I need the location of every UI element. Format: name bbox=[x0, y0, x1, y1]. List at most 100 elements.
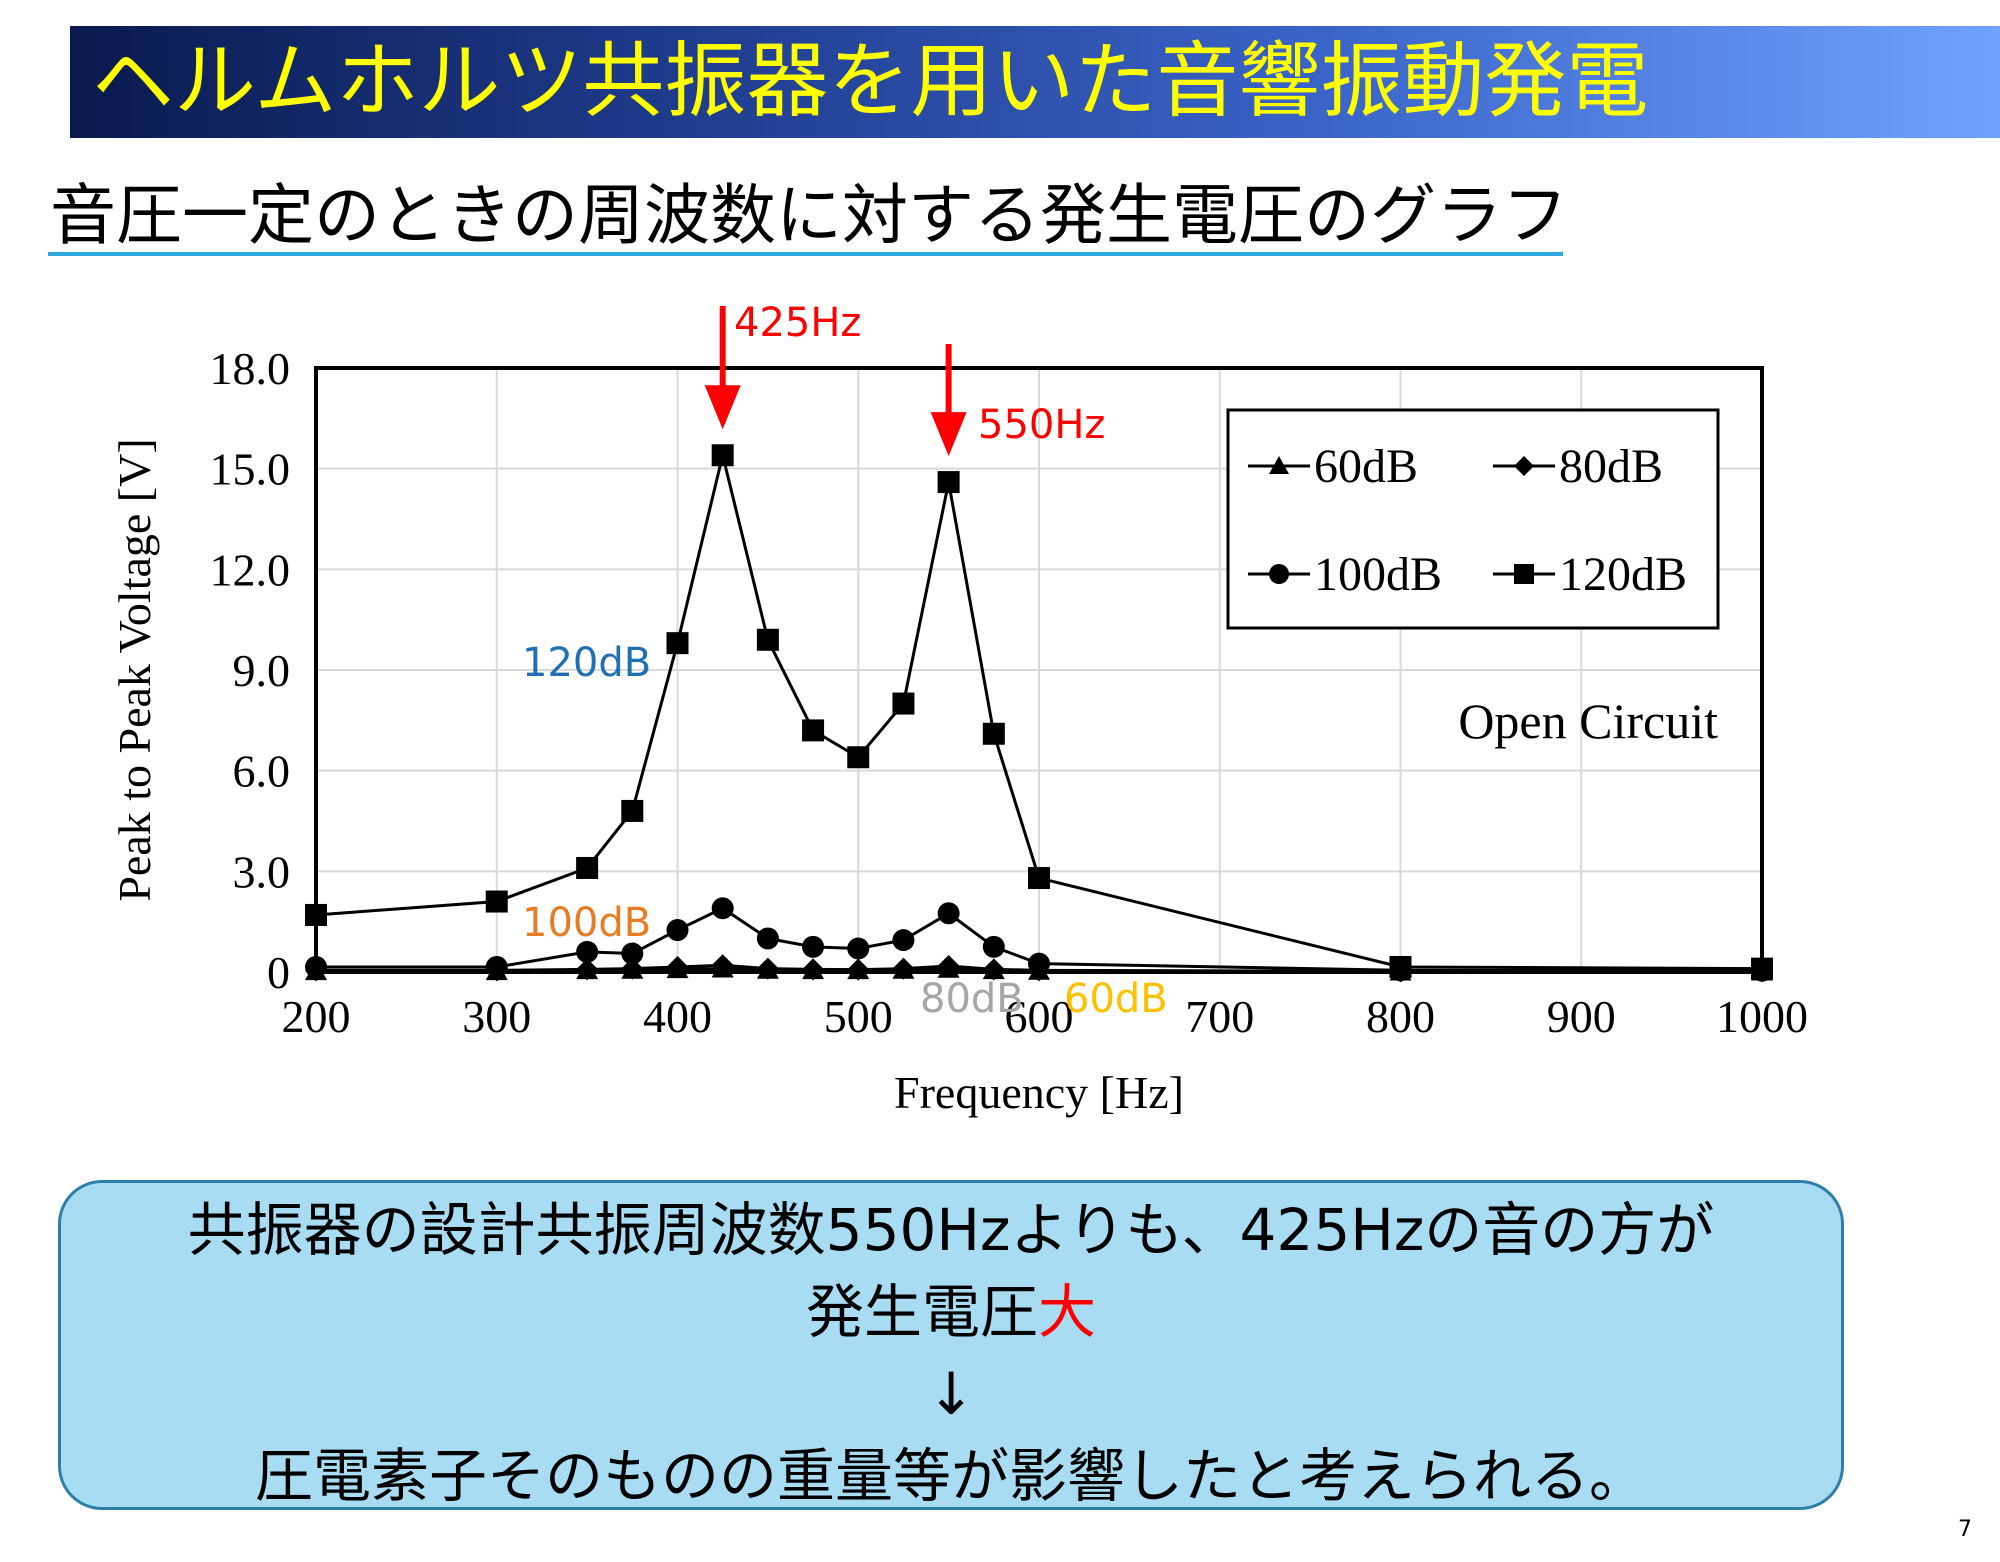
overlay-layer: 120dB 100dB 80dB 60dB bbox=[522, 640, 1168, 1022]
y-tick-label: 3.0 bbox=[233, 846, 291, 897]
legend-label: 80dB bbox=[1559, 440, 1663, 493]
square-marker bbox=[1389, 955, 1412, 978]
slide-title: ヘルムホルツ共振器を用いた音響振動発電 bbox=[92, 34, 1649, 129]
series-layer bbox=[305, 444, 1773, 983]
slide-subtitle: 音圧一定のときの周波数に対する発生電圧のグラフ bbox=[50, 177, 1568, 254]
page-number: 7 bbox=[1958, 1517, 1972, 1542]
diamond-marker bbox=[982, 958, 1005, 981]
circle-marker bbox=[892, 929, 915, 952]
diamond-marker bbox=[576, 958, 599, 981]
square-marker bbox=[982, 722, 1005, 745]
subtitle-underline bbox=[48, 252, 1563, 256]
circle-marker bbox=[305, 955, 327, 978]
diamond-marker bbox=[666, 955, 689, 978]
summary-line-3: 圧電素子そのものの重量等が影響したと考えられる。 bbox=[254, 1442, 1647, 1510]
summary-emphasis: 大 bbox=[1038, 1278, 1097, 1346]
square-marker bbox=[485, 890, 508, 913]
summary-box: 共振器の設計共振周波数550Hzよりも、425Hzの音の方が 発生電圧大 ↓ 圧… bbox=[58, 1180, 1844, 1510]
x-tick-label: 800 bbox=[1366, 991, 1435, 1042]
square-marker bbox=[1514, 564, 1534, 584]
circle-marker bbox=[756, 927, 779, 950]
summary-line-2: 発生電圧大 bbox=[61, 1271, 1841, 1353]
summary-line-2-text: 発生電圧 bbox=[805, 1278, 1038, 1346]
arrow-head-icon bbox=[930, 412, 967, 457]
circle-marker bbox=[937, 902, 960, 925]
circle-marker bbox=[711, 897, 734, 920]
open-circuit-annotation: Open Circuit bbox=[1458, 693, 1718, 749]
square-marker bbox=[666, 632, 689, 655]
circle-marker bbox=[982, 935, 1005, 958]
legend-item-120dB: 120dB bbox=[1493, 548, 1687, 601]
y-tick-label: 12.0 bbox=[210, 544, 291, 595]
diamond-marker bbox=[892, 957, 915, 980]
y-tick-label: 6.0 bbox=[233, 746, 291, 797]
diamond-marker bbox=[847, 958, 870, 981]
triangle-marker bbox=[1269, 456, 1289, 474]
square-marker bbox=[1028, 867, 1050, 890]
square-marker bbox=[892, 692, 915, 715]
summary-line-1: 共振器の設計共振周波数550Hzよりも、425Hzの音の方が bbox=[187, 1196, 1715, 1264]
diamond-marker bbox=[756, 957, 779, 980]
circle-marker bbox=[802, 935, 825, 958]
arrow-head-icon bbox=[704, 385, 741, 430]
legend-box bbox=[1226, 408, 1720, 630]
voltage-frequency-chart: 200 300 400 500 600 700 800 900 1000 0 3.0 6.0 9.0 12… bbox=[109, 300, 1809, 1118]
circle-marker bbox=[1269, 564, 1289, 584]
x-tick-label: 1000 bbox=[1716, 991, 1808, 1042]
peak-arrow-label: 425Hz bbox=[734, 300, 861, 346]
square-marker bbox=[937, 471, 960, 494]
legend-item-100dB: 100dB bbox=[1248, 548, 1442, 601]
legend-label: 120dB bbox=[1559, 548, 1687, 601]
legend-label: 60dB bbox=[1314, 440, 1418, 493]
diamond-marker bbox=[621, 957, 644, 980]
circle-marker bbox=[576, 940, 599, 963]
x-tick-label: 300 bbox=[462, 991, 531, 1042]
x-tick-label: 700 bbox=[1185, 991, 1254, 1042]
legend-item-80dB: 80dB bbox=[1493, 440, 1663, 493]
square-marker bbox=[802, 719, 825, 742]
y-tick-label: 15.0 bbox=[210, 444, 291, 495]
square-marker bbox=[711, 444, 734, 467]
series-100dB bbox=[305, 897, 1773, 982]
overlay-label-80dB: 80dB bbox=[920, 976, 1024, 1022]
circle-marker bbox=[1028, 952, 1050, 975]
circle-marker bbox=[485, 955, 508, 978]
square-marker bbox=[756, 628, 779, 651]
title-bar bbox=[70, 26, 2000, 138]
diamond-marker bbox=[1514, 456, 1534, 476]
x-tick-label: 500 bbox=[824, 991, 893, 1042]
diamond-marker bbox=[802, 958, 825, 981]
tick-layer: 200 300 400 500 600 700 800 900 1000 0 3.0 6.0 9.0 12… bbox=[210, 343, 1809, 1042]
square-marker bbox=[305, 903, 327, 926]
square-marker bbox=[1751, 957, 1773, 980]
overlay-label-120dB: 120dB bbox=[522, 640, 651, 686]
legend-item-60dB: 60dB bbox=[1248, 440, 1418, 493]
circle-marker bbox=[621, 942, 644, 965]
peak-arrow-label: 550Hz bbox=[978, 402, 1105, 448]
x-tick-label: 600 bbox=[1005, 991, 1074, 1042]
peak-arrow-425Hz: 425Hz bbox=[704, 300, 861, 430]
y-tick-label: 18.0 bbox=[210, 343, 291, 394]
x-axis-label: Frequency [Hz] bbox=[894, 1067, 1184, 1118]
series-120dB bbox=[305, 444, 1773, 980]
y-tick-label: 0 bbox=[267, 947, 290, 998]
circle-marker bbox=[847, 937, 870, 960]
summary-arrow-icon: ↓ bbox=[926, 1360, 976, 1428]
x-tick-label: 200 bbox=[282, 991, 351, 1042]
x-tick-label: 400 bbox=[643, 991, 712, 1042]
peak-arrow-layer: 425Hz 550Hz bbox=[704, 300, 1105, 457]
square-marker bbox=[847, 746, 870, 769]
overlay-label-100dB: 100dB bbox=[522, 900, 651, 946]
chart-legend: 60dB 80dB 100dB 120dB bbox=[1226, 408, 1720, 630]
square-marker bbox=[621, 799, 644, 822]
square-marker bbox=[576, 856, 599, 879]
y-axis-label: Peak to Peak Voltage [V] bbox=[109, 438, 160, 901]
peak-arrow-550Hz: 550Hz bbox=[930, 344, 1105, 457]
y-tick-label: 9.0 bbox=[233, 645, 291, 696]
overlay-label-60dB: 60dB bbox=[1064, 976, 1168, 1022]
circle-marker bbox=[666, 919, 689, 942]
legend-label: 100dB bbox=[1314, 548, 1442, 601]
diamond-marker bbox=[937, 954, 960, 977]
x-tick-label: 900 bbox=[1547, 991, 1616, 1042]
diamond-marker bbox=[711, 954, 734, 977]
